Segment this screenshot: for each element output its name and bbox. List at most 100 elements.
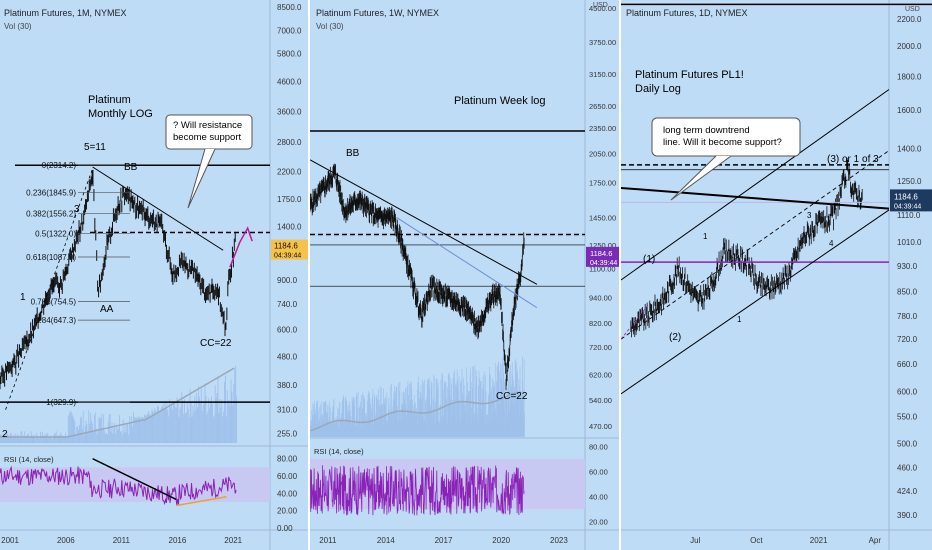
volume-bar (25, 437, 27, 443)
volume-bar (390, 422, 391, 437)
volume-bar (460, 381, 461, 437)
volume-bar (154, 407, 156, 443)
last-price-label: 1184.6 (590, 249, 612, 258)
volume-bar (383, 399, 385, 437)
fib-level-label: 0.84(647.3) (35, 316, 76, 325)
price-tick-label: 720.00 (589, 343, 612, 352)
volume-bar (495, 408, 496, 437)
weekly-chart-pane[interactable]: 4500.00 3750.00 3150.00 2650.00 2350.00 2050.… (310, 0, 619, 550)
volume-bar (89, 423, 91, 443)
volume-bar (469, 410, 470, 437)
volume-bar (449, 375, 450, 437)
volume-bar (365, 416, 367, 437)
volume-bar (423, 382, 424, 437)
volume-bar (494, 383, 496, 437)
rsi-tick-label: 60.00 (277, 472, 298, 481)
volume-bar (110, 431, 112, 443)
volume-bar (207, 411, 209, 443)
volume-bar (15, 437, 17, 443)
volume-bar (193, 412, 195, 443)
daily-chart-pane[interactable]: 2200.0 2000.0 1800.0 1600.0 1400.0 1250.0 1110… (621, 0, 932, 550)
volume-bar (507, 418, 509, 437)
volume-bar (458, 398, 459, 437)
volume-bar (342, 399, 343, 437)
volume-bar (349, 409, 351, 437)
volume-bar (356, 425, 358, 437)
volume-bar (32, 437, 34, 443)
volume-bar (381, 404, 382, 437)
volume-bar (127, 424, 129, 443)
volume-bar (498, 417, 500, 437)
volume-bar (514, 386, 516, 437)
volume-bar (364, 398, 366, 437)
volume-bar (371, 407, 373, 437)
volume-bar (467, 395, 469, 437)
volume-bar (118, 427, 119, 443)
volume-bar (314, 410, 316, 437)
volume-bar (160, 407, 162, 443)
volume-bar (61, 435, 63, 443)
volume-bar (196, 392, 198, 443)
volume-bar (445, 383, 447, 437)
volume-bar (471, 424, 472, 437)
volume-bar (372, 395, 373, 437)
volume-bar (125, 432, 127, 443)
volume-bar (482, 375, 484, 437)
volume-bar (39, 438, 40, 443)
volume-bar (378, 405, 380, 437)
volume-bar (413, 413, 414, 437)
wave-annotation: 1 (737, 315, 742, 324)
volume-bar (136, 417, 138, 443)
volume-bar (450, 378, 452, 437)
volume-bar (322, 420, 324, 437)
volume-bar (461, 368, 463, 437)
volume-bar (351, 426, 353, 437)
volume-bar (359, 426, 361, 437)
channel-upper (621, 89, 890, 281)
volume-bar (376, 397, 377, 437)
volume-bar (393, 391, 395, 437)
volume-bar (364, 421, 366, 437)
volume-bar (338, 425, 340, 437)
price-tick-label: 550.0 (897, 412, 918, 421)
volume-bar (333, 400, 334, 437)
volume-bar (458, 375, 460, 437)
volume-bar (358, 421, 360, 437)
volume-bar (138, 415, 140, 443)
volume-bar (382, 410, 383, 437)
volume-bar (171, 404, 172, 443)
volume-bar (429, 377, 431, 437)
volume-bar (398, 420, 400, 437)
volume-bar (119, 431, 121, 443)
volume-bar (463, 384, 465, 437)
volume-bar (459, 400, 461, 437)
volume-bar (415, 414, 417, 437)
volume-bar (119, 415, 120, 443)
daily-currency-label: USD (905, 6, 920, 13)
volume-bar (414, 403, 416, 437)
volume-bar (66, 437, 67, 443)
volume-bar (447, 374, 449, 437)
wave-annotation: 1 (703, 232, 708, 241)
volume-bar (409, 400, 411, 437)
volume-bar (339, 401, 340, 437)
volume-bar (495, 408, 497, 437)
volume-bar (145, 415, 146, 443)
volume-bar (231, 391, 233, 443)
volume-bar (379, 404, 380, 437)
volume-bar (397, 422, 398, 437)
volume-bar (209, 407, 211, 443)
volume-bar (423, 422, 425, 437)
volume-bar (360, 401, 361, 437)
volume-bar (435, 378, 437, 437)
volume-bar (470, 382, 472, 437)
volume-bar (312, 414, 313, 437)
volume-bar (454, 369, 455, 437)
volume-bar (402, 402, 403, 437)
volume-bar (503, 373, 504, 437)
monthly-chart-svg: 8500.07000.05800.04600.03600.02800.02200… (0, 0, 308, 550)
volume-bar (460, 419, 462, 437)
volume-bar (142, 416, 144, 443)
monthly-chart-pane[interactable]: 8500.0 7000.0 5800.0 4600.0 3600.0 2800.0 2200… (0, 0, 308, 550)
volume-bar (58, 435, 60, 443)
